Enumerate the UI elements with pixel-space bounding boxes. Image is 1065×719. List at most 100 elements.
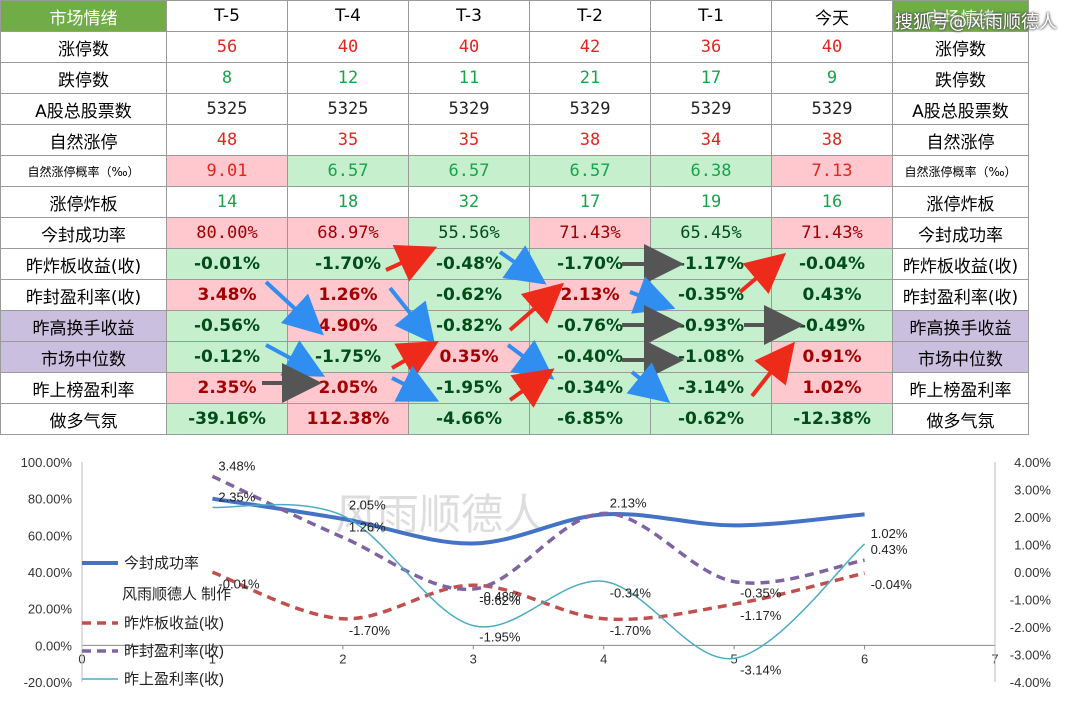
- column-header: T-4: [287, 0, 409, 32]
- data-label: -0.04%: [871, 577, 913, 592]
- table-cell: 35: [408, 124, 530, 156]
- table-cell: 71.43%: [771, 217, 893, 249]
- data-label: -3.14%: [740, 662, 782, 677]
- table-cell: 7.13: [771, 155, 893, 187]
- table-cell: -12.38%: [771, 403, 893, 435]
- table-row: 自然涨停 48 35 35 38 34 38 自然涨停: [0, 124, 1029, 156]
- table-cell: 16: [771, 186, 893, 218]
- table-cell: -0.93%: [650, 310, 772, 342]
- table-cell: -0.48%: [408, 248, 530, 280]
- table-row: 涨停炸板 14 18 32 17 19 16 涨停炸板: [0, 186, 1029, 218]
- legend-label: 今封成功率: [124, 555, 199, 572]
- y-right-tick-label: 4.00%: [1014, 455, 1051, 470]
- table-cell: 6.57: [408, 155, 530, 187]
- table-cell: 36: [650, 31, 772, 63]
- y-left-tick-label: -20.00%: [24, 675, 73, 690]
- row-label-right: 昨高换手收益: [892, 310, 1029, 342]
- y-left-tick-label: 60.00%: [28, 528, 73, 543]
- table-cell: 5325: [287, 93, 409, 125]
- row-label: 自然涨停概率（‰）: [0, 155, 167, 187]
- right-header-label-cell: 市场情绪: [892, 0, 1029, 32]
- table-cell: 0.43%: [771, 279, 893, 311]
- source-watermark: 搜狐号@风雨顺德人: [895, 12, 1057, 33]
- table-cell: 1.02%: [771, 372, 893, 404]
- chart-data-labels: -0.01% -1.70% -0.48% -1.70% -1.17% -0.04% 3.48…: [218, 458, 912, 677]
- row-label: 昨炸板收益(收): [0, 248, 167, 280]
- table-cell: 19: [650, 186, 772, 218]
- table-row: 昨高换手收益 -0.56% 4.90% -0.82% -0.76% -0.93% -0.49…: [0, 310, 1029, 342]
- column-header: T-2: [529, 0, 651, 32]
- row-label-right: 昨上榜盈利率: [892, 372, 1029, 404]
- y-right-tick-label: 3.00%: [1014, 483, 1051, 498]
- table-row: A股总股票数 5325 5325 5329 5329 5329 5329 A股总股票数: [0, 93, 1029, 125]
- x-tick-label: 6: [861, 651, 868, 666]
- y-right-tick-label: -3.00%: [1010, 648, 1052, 663]
- table-cell: -0.56%: [166, 310, 288, 342]
- table-cell: 3.48%: [166, 279, 288, 311]
- table-cell: 14: [166, 186, 288, 218]
- table-cell: 9: [771, 62, 893, 94]
- table-cell: -39.16%: [166, 403, 288, 435]
- row-label-right: 今封成功率: [892, 217, 1029, 249]
- table-cell: -6.85%: [529, 403, 651, 435]
- table-cell: -3.14%: [650, 372, 772, 404]
- chart-watermark: 风雨顺德人: [335, 491, 545, 538]
- y-right-tick-label: 0.00%: [1014, 565, 1051, 580]
- data-label: -0.35%: [740, 586, 782, 601]
- table-cell: 35: [287, 124, 409, 156]
- y-right-tick-label: -4.00%: [1010, 675, 1052, 690]
- table-cell: 42: [529, 31, 651, 63]
- row-label-right: 昨炸板收益(收): [892, 248, 1029, 280]
- y-right-tick-label: -2.00%: [1010, 620, 1052, 635]
- table-cell: 68.97%: [287, 217, 409, 249]
- table-cell: 5329: [771, 93, 893, 125]
- table-cell: 11: [408, 62, 530, 94]
- y-right-tick-label: -1.00%: [1010, 593, 1052, 608]
- row-label: 跌停数: [0, 62, 167, 94]
- table-cell: 38: [529, 124, 651, 156]
- table-row: 涨停数 56 40 40 42 36 40 涨停数: [0, 31, 1029, 63]
- row-label-right: 跌停数: [892, 62, 1029, 94]
- table-cell: 34: [650, 124, 772, 156]
- x-tick-label: 2: [339, 651, 346, 666]
- data-label: -1.95%: [479, 630, 521, 645]
- table-cell: -0.34%: [529, 372, 651, 404]
- row-label: 涨停炸板: [0, 186, 167, 218]
- table-cell: 2.13%: [529, 279, 651, 311]
- data-label: -0.01%: [218, 576, 260, 591]
- table-cell: -1.70%: [287, 248, 409, 280]
- data-label: -1.70%: [349, 623, 391, 638]
- x-tick-label: 1: [209, 651, 216, 666]
- row-label: 市场中位数: [0, 341, 167, 373]
- legend-label: 昨封盈利率(收): [124, 643, 224, 660]
- line-chart: 100.00%80.00%60.00%40.00%20.00%0.00%-20.…: [21, 455, 1052, 690]
- table-cell: 4.90%: [287, 310, 409, 342]
- chart-series: [211, 474, 866, 660]
- table-cell: -1.95%: [408, 372, 530, 404]
- table-cell: 32: [408, 186, 530, 218]
- table-cell: -1.70%: [529, 248, 651, 280]
- row-label: 今封成功率: [0, 217, 167, 249]
- table-cell: -0.82%: [408, 310, 530, 342]
- y-left-tick-label: 20.00%: [28, 602, 73, 617]
- series-line: [211, 474, 865, 592]
- chart-grid: 100.00%80.00%60.00%40.00%20.00%0.00%-20.…: [21, 455, 1052, 690]
- table-cell: 2.35%: [166, 372, 288, 404]
- table-cell: 12: [287, 62, 409, 94]
- table-cell: 0.91%: [771, 341, 893, 373]
- table-cell: 55.56%: [408, 217, 530, 249]
- table-cell: -0.76%: [529, 310, 651, 342]
- table-cell: 8: [166, 62, 288, 94]
- table-cell: -4.66%: [408, 403, 530, 435]
- table-cell: 17: [650, 62, 772, 94]
- row-label-right: 昨封盈利率(收): [892, 279, 1029, 311]
- data-label: -0.34%: [610, 585, 652, 600]
- row-label-right: 涨停炸板: [892, 186, 1029, 218]
- table-cell: 5329: [650, 93, 772, 125]
- table-cell: 1.26%: [287, 279, 409, 311]
- row-label-right: 涨停数: [892, 31, 1029, 63]
- table-cell: -1.75%: [287, 341, 409, 373]
- market-sentiment-table: 市场情绪 T-5 T-4 T-3 T-2 T-1 今天 市场情绪 涨停数 56 40…: [0, 0, 1029, 435]
- legend-note: 风雨顺德人 制作: [122, 585, 231, 603]
